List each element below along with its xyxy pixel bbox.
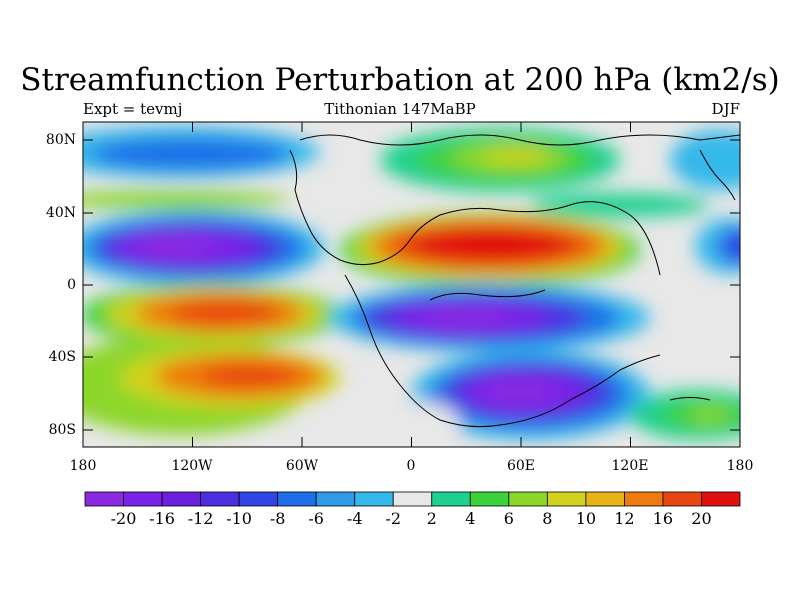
experiment-label: Expt = tevmj [83, 100, 183, 118]
colorbar-label: 10 [575, 509, 597, 528]
colorbar-label: -10 [226, 509, 252, 528]
colorbar-label: 20 [691, 509, 712, 528]
colorbar-label: -2 [385, 509, 402, 528]
colorbar-label: 2 [426, 509, 437, 528]
colorbar-box [84, 491, 124, 507]
gondwana-coast [344, 274, 661, 428]
lon-label-120w: 120W [171, 458, 213, 474]
colorbar-box [123, 491, 163, 507]
colorbar-label: 6 [503, 509, 514, 528]
lon-label-120e: 120E [611, 458, 649, 474]
colorbar-label: 8 [542, 509, 553, 528]
colorbar-label: -12 [187, 509, 214, 528]
colorbar-label: -20 [110, 509, 137, 528]
colorbar-box [624, 491, 664, 507]
colorbar-box [469, 491, 510, 507]
plot-title: Streamfunction Perturbation at 200 hPa (… [20, 62, 780, 98]
season-label: DJF [711, 100, 740, 118]
lon-label-60w: 60W [285, 458, 319, 474]
colorbar-label: -16 [149, 509, 175, 528]
lat-label-80n: 80N [45, 132, 76, 148]
colorbar-box [238, 491, 279, 507]
lat-label-80s: 80S [48, 422, 76, 438]
colorbar-box [585, 491, 625, 507]
colorbar-box [161, 491, 201, 507]
lat-label-40n: 40N [45, 205, 76, 221]
east-asia-coast [699, 149, 736, 201]
colorbar-box [200, 491, 240, 507]
midlat-ridge-west [83, 190, 290, 210]
colorbar-box [354, 491, 394, 507]
arctic-coast [299, 134, 740, 146]
colorbar [84, 491, 741, 507]
laurasia-coast [289, 149, 661, 276]
colorbar-label: 16 [652, 509, 674, 528]
lat-label-eq: 0 [67, 277, 76, 293]
lon-label-0: 0 [406, 458, 416, 474]
colorbar-box [392, 491, 433, 507]
colorbar-label: 4 [465, 509, 476, 528]
coastlines [289, 134, 740, 428]
lon-label-180w: 180 [69, 458, 97, 474]
colorbar-label: -8 [269, 509, 286, 528]
contour-field [83, 122, 740, 447]
colorbar-box [662, 491, 702, 507]
period-label: Tithonian 147MaBP [324, 100, 476, 118]
colorbar-label: -6 [308, 509, 324, 528]
colorbar-box [546, 491, 587, 507]
axis-ticks [82, 122, 741, 447]
lon-label-180e: 180 [726, 458, 754, 474]
colorbar-label: 12 [614, 509, 635, 528]
colorbar-box [315, 491, 356, 507]
colorbar-box [277, 491, 317, 507]
tethys-coast [429, 289, 546, 301]
lon-label-60e: 60E [506, 458, 536, 474]
colorbar-box [431, 491, 471, 507]
lat-label-40s: 40S [48, 349, 76, 365]
australia-coast [669, 397, 711, 401]
colorbar-box [701, 491, 741, 507]
colorbar-label: -4 [346, 509, 363, 528]
colorbar-box [508, 491, 548, 507]
